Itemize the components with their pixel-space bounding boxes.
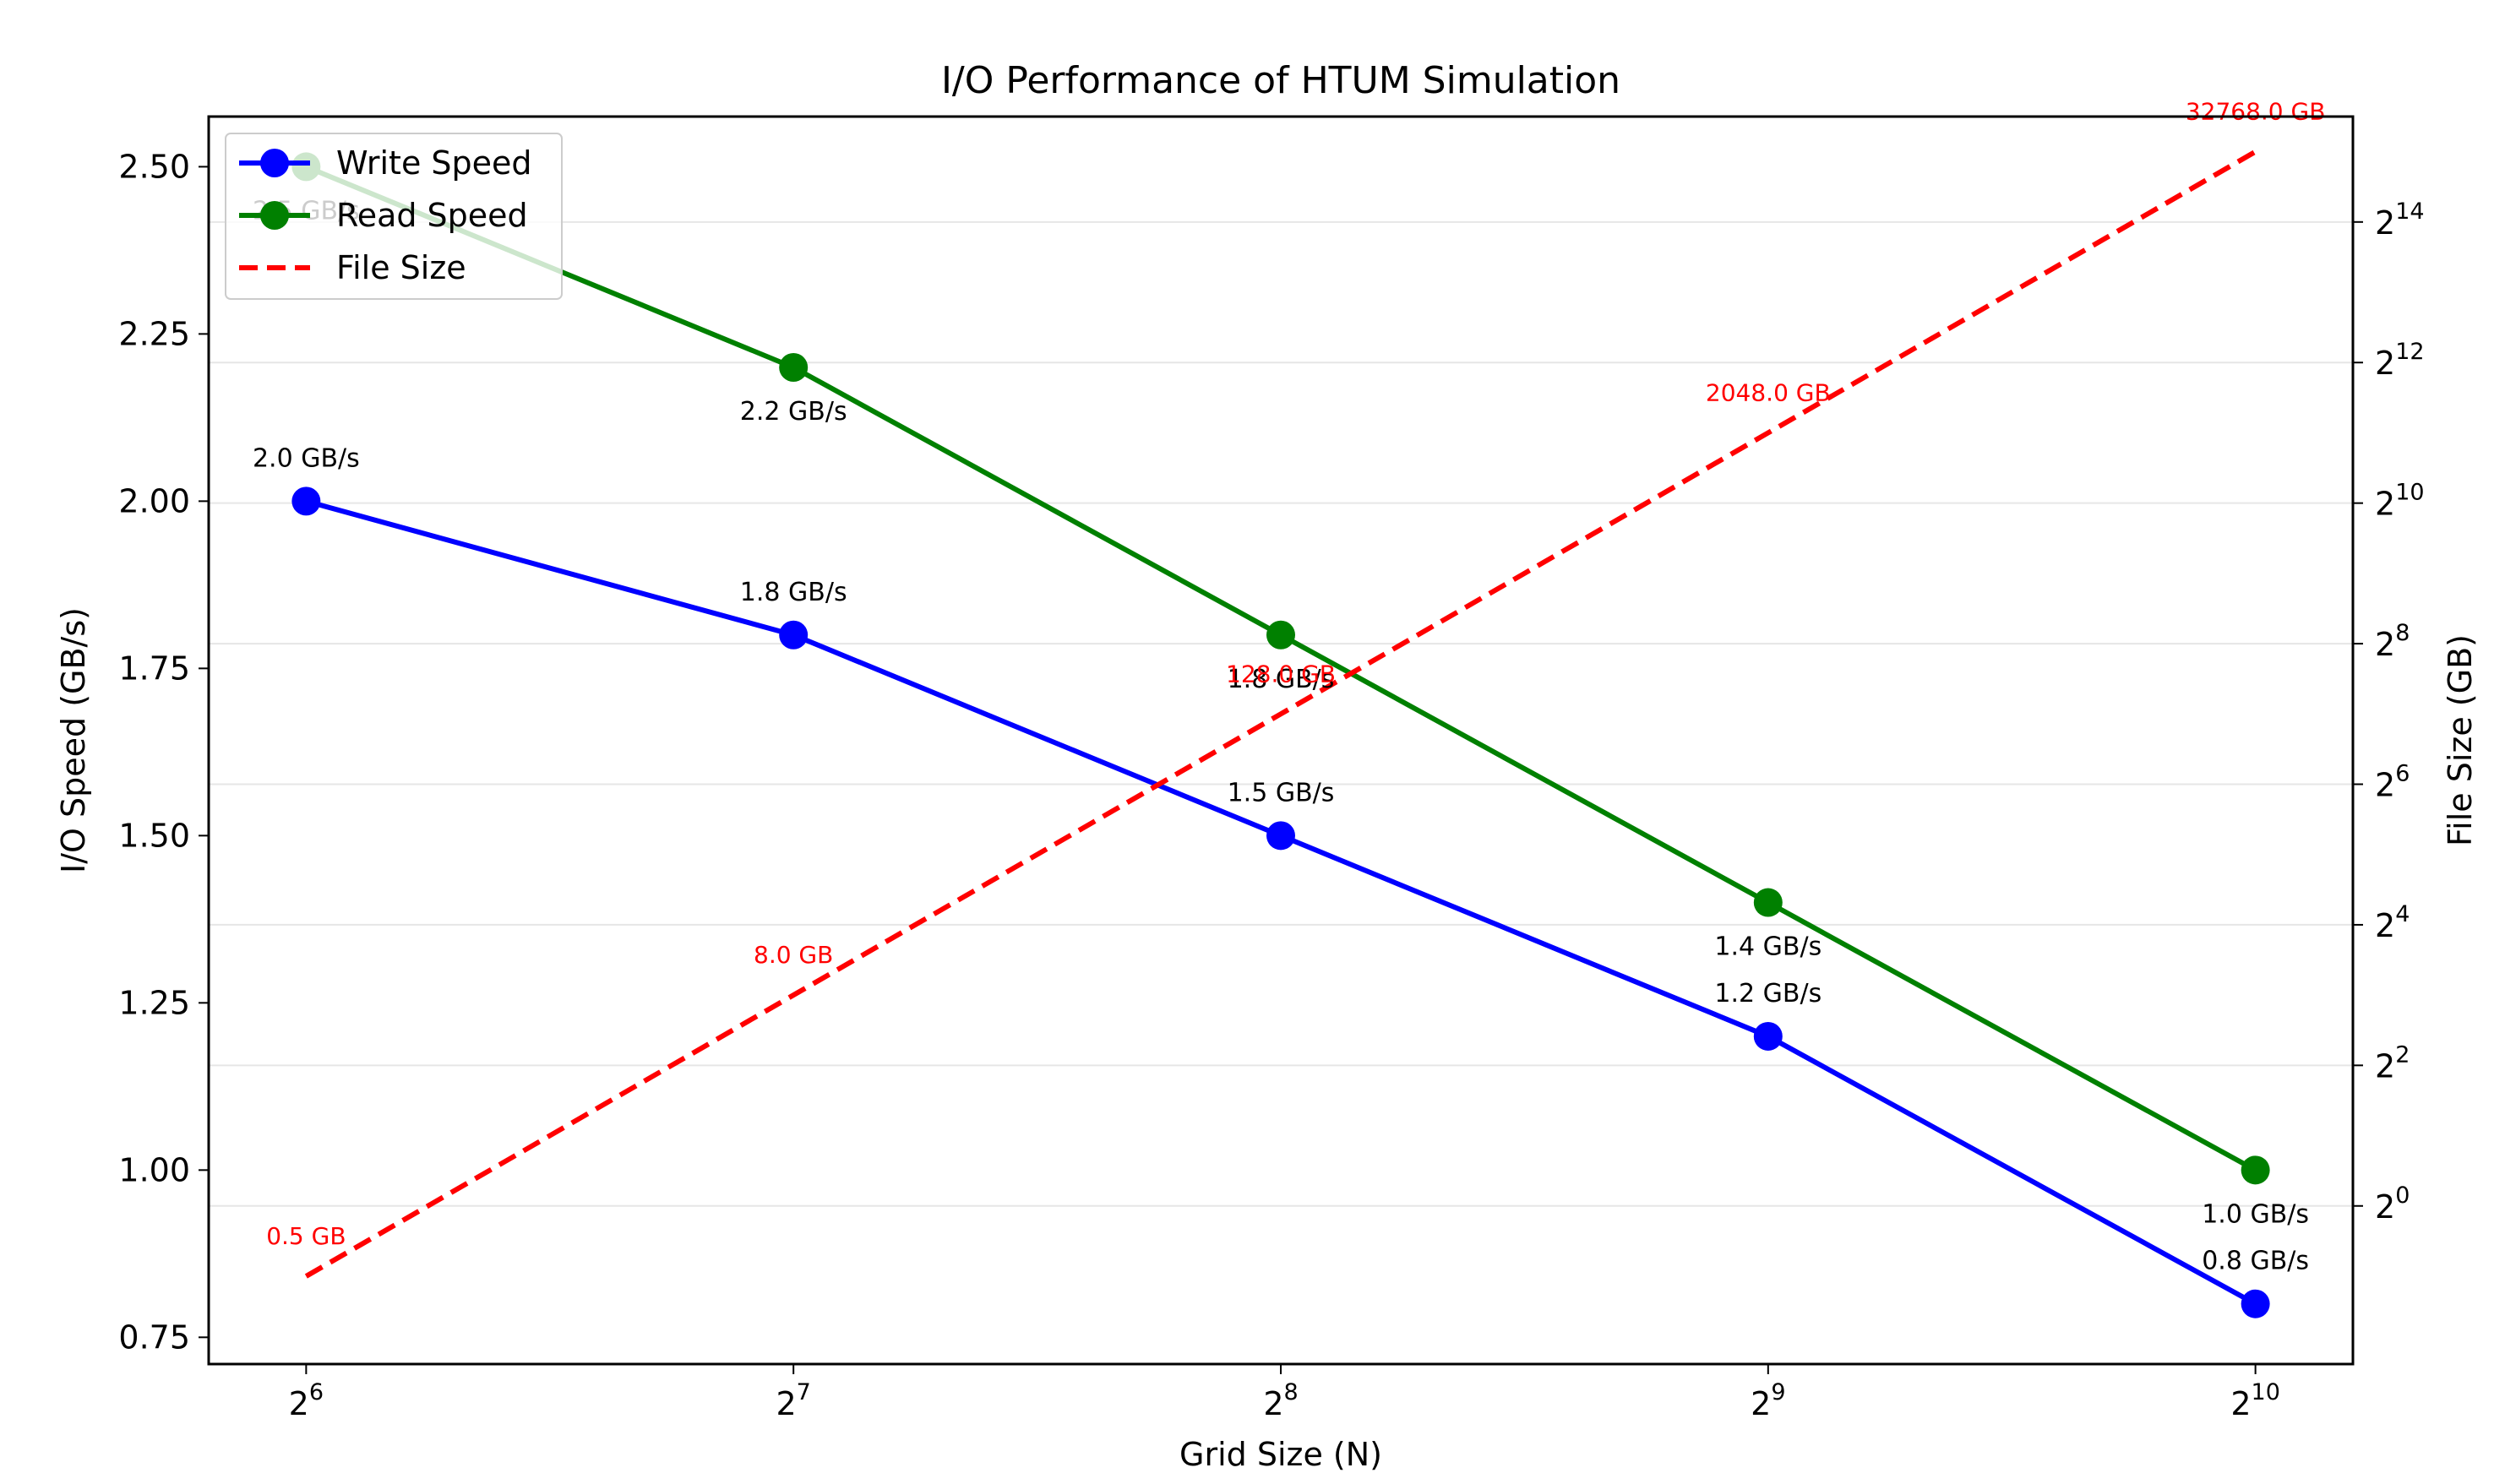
point-read-speed-1 <box>779 352 809 382</box>
point-read-speed-3 <box>1753 888 1783 917</box>
y-tick-label-7: 2.50 <box>118 148 190 185</box>
x-axis-label: Grid Size (N) <box>1179 1436 1382 1473</box>
data-label-read-speed-2: 1.8 GB/s <box>1228 665 1335 694</box>
legend-marker-read-speed <box>260 201 289 230</box>
y-tick-label-4: 1.75 <box>118 650 190 687</box>
y2-tick-label-7: 214 <box>2375 198 2425 242</box>
y2-tick-label-3: 26 <box>2375 761 2410 804</box>
data-label-write-speed-3: 1.2 GB/s <box>1714 979 1821 1008</box>
chart-title: I/O Performance of HTUM Simulation <box>941 59 1620 102</box>
y2-tick-label-2: 24 <box>2375 901 2410 944</box>
data-label-file-size-1: 8.0 GB <box>754 941 833 969</box>
y-tick-label-5: 2.00 <box>118 482 190 519</box>
y-tick-label-3: 1.50 <box>118 817 190 854</box>
y-axis-label: I/O Speed (GB/s) <box>55 607 92 873</box>
data-label-write-speed-1: 1.8 GB/s <box>740 578 847 607</box>
data-label-file-size-3: 2048.0 GB <box>1706 378 1831 406</box>
y-tick-label-0: 0.75 <box>118 1318 190 1356</box>
y2-tick-label-4: 28 <box>2375 620 2410 663</box>
legend: Write Speed Read Speed File Size <box>225 133 563 300</box>
x-tick-label-2: 28 <box>1263 1379 1298 1422</box>
point-write-speed-1 <box>779 620 809 650</box>
x-tick-label-0: 26 <box>289 1379 324 1422</box>
legend-label-file-size: File Size <box>336 249 466 286</box>
point-read-speed-2 <box>1266 620 1295 650</box>
legend-label-write-speed: Write Speed <box>336 144 532 182</box>
legend-box <box>225 133 563 300</box>
legend-label-read-speed: Read Speed <box>336 197 528 234</box>
data-label-read-speed-4: 1.0 GB/s <box>2202 1199 2309 1229</box>
x-tick-label-1: 27 <box>776 1379 810 1422</box>
grid-lines <box>209 220 2353 1207</box>
data-label-read-speed-3: 1.4 GB/s <box>1714 932 1821 962</box>
point-write-speed-2 <box>1266 821 1295 851</box>
point-write-speed-4 <box>2241 1289 2270 1318</box>
x-tick-label-4: 210 <box>2230 1379 2280 1422</box>
y2-tick-label-0: 20 <box>2375 1182 2410 1226</box>
data-label-file-size-0: 0.5 GB <box>266 1222 346 1250</box>
point-write-speed-3 <box>1753 1021 1783 1051</box>
y-tick-label-1: 1.00 <box>118 1151 190 1188</box>
series-line-file-size <box>304 149 2257 1279</box>
point-write-speed-0 <box>291 487 321 516</box>
axes: 0.75 1.00 1.25 1.50 1.75 2.00 2.25 2.50 20 22 24 26… <box>118 148 2424 1422</box>
y-tick-label-2: 1.25 <box>118 984 190 1021</box>
y2-axis-label: File Size (GB) <box>2442 634 2479 846</box>
data-label-file-size-2: 128.0 GB <box>1226 660 1336 688</box>
data-label-file-size-4: 32768.0 GB <box>2186 98 2326 126</box>
y-tick-label-6: 2.25 <box>118 315 190 352</box>
y2-tick-label-6: 212 <box>2375 339 2425 382</box>
y2-tick-label-5: 210 <box>2375 480 2425 523</box>
legend-marker-write-speed <box>260 149 289 177</box>
y2-tick-label-1: 22 <box>2375 1041 2410 1084</box>
data-label-write-speed-4: 0.8 GB/s <box>2202 1247 2309 1276</box>
x-tick-label-3: 29 <box>1751 1379 1785 1422</box>
data-label-read-speed-1: 2.2 GB/s <box>740 397 847 427</box>
point-read-speed-4 <box>2241 1155 2270 1185</box>
data-label-write-speed-2: 1.5 GB/s <box>1228 778 1335 807</box>
data-label-write-speed-0: 2.0 GB/s <box>253 443 360 473</box>
